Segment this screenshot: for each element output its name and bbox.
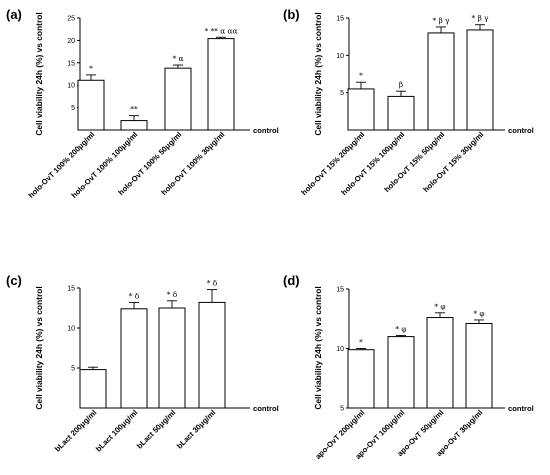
bar (79, 369, 107, 409)
y-tick-label: 5 (340, 90, 344, 97)
panel-label: (d) (283, 273, 300, 288)
y-tick-label: 5 (71, 105, 75, 112)
bar (387, 95, 415, 131)
category-label: bLact 200μg/ml (53, 408, 98, 453)
significance-label: * φ (434, 302, 445, 311)
significance-label: * (359, 71, 363, 80)
category-label: bLact 30μg/ml (175, 408, 217, 450)
y-tick-label: 5 (340, 406, 344, 413)
panel-label: (c) (6, 273, 22, 288)
chart-panel: (d) Cell viability 24h (%) vs control cont… (283, 273, 534, 461)
bar (347, 349, 375, 409)
bar (387, 336, 415, 409)
y-tick-label: 10 (336, 346, 344, 353)
significance-label: ** (130, 105, 138, 114)
y-tick-label: 15 (336, 287, 344, 294)
category-label: bLact 100μg/ml (94, 408, 139, 453)
significance-label: β (399, 80, 403, 89)
bar (466, 29, 494, 131)
bar (347, 88, 375, 131)
y-tick-label: 20 (67, 38, 75, 45)
chart-panel: (c) Cell viability 24h (%) vs control cont… (6, 273, 279, 454)
bar (426, 317, 454, 409)
y-tick-label: 10 (67, 83, 75, 90)
baseline-label: control (508, 126, 534, 135)
y-tick-label: 5 (71, 366, 75, 373)
significance-label: * β γ (432, 16, 450, 25)
y-tick-label: 15 (336, 16, 344, 23)
baseline-label: control (253, 126, 279, 135)
chart-panel: (b) Cell viability 24h (%) vs control cont… (283, 7, 534, 197)
y-tick-label: 25 (67, 16, 75, 23)
significance-label: * β γ (471, 14, 489, 23)
bar (120, 308, 148, 409)
bar (158, 307, 186, 409)
chart-panel: (a) Cell viability 24h (%) vs control cont… (6, 7, 279, 200)
bar (77, 79, 105, 131)
y-axis-label: Cell viability 24h (%) vs control (313, 12, 323, 135)
bar (198, 301, 226, 409)
significance-label: * α (172, 54, 183, 63)
y-tick-label: 10 (67, 326, 75, 333)
significance-label: * δ (207, 279, 218, 288)
bar (120, 120, 148, 131)
bar (427, 32, 455, 131)
y-axis-label: Cell viability 24h (%) vs control (34, 286, 44, 409)
panel-label: (b) (283, 7, 300, 22)
baseline-label: control (508, 404, 534, 413)
category-label: bLact 50μg/ml (135, 408, 177, 450)
bar (465, 323, 493, 409)
y-axis-label: Cell viability 24h (%) vs control (34, 12, 44, 135)
significance-label: * φ (395, 324, 406, 333)
y-axis-label: Cell viability 24h (%) vs control (313, 286, 323, 409)
significance-label: * δ (167, 290, 178, 299)
significance-label: * φ (473, 309, 484, 318)
category-label: holo-OvT 15% 200μg/ml (299, 130, 366, 197)
significance-label: * (89, 64, 93, 73)
y-tick-label: 15 (67, 286, 75, 293)
significance-label: * ** α αα (204, 26, 237, 35)
y-tick-label: 10 (336, 53, 344, 60)
bar (164, 67, 192, 131)
y-tick-label: 15 (67, 60, 75, 67)
significance-label: * δ (129, 291, 140, 300)
baseline-label: control (253, 404, 279, 413)
significance-label: * (359, 338, 363, 347)
panel-label: (a) (6, 7, 22, 22)
bar (207, 38, 235, 131)
